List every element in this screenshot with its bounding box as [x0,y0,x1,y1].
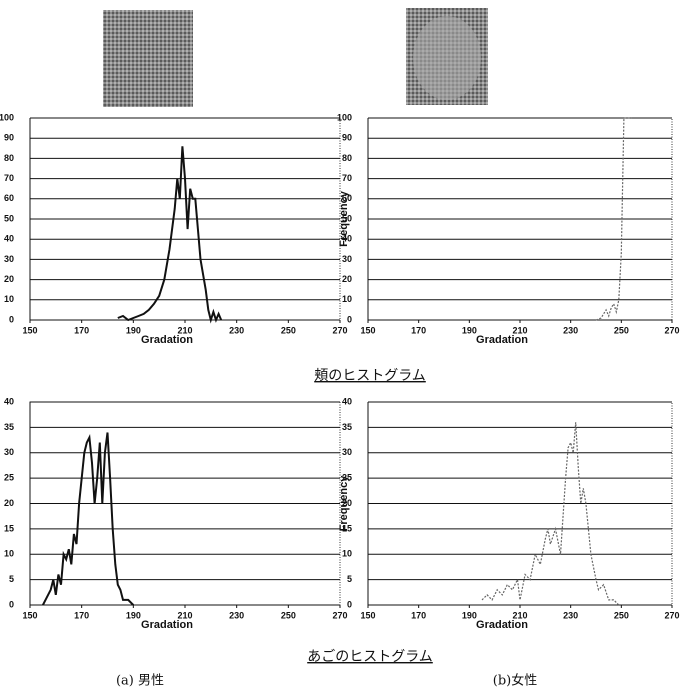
y-tick-label: 0 [347,314,352,324]
y-tick-label: 50 [4,213,14,223]
x-tick-label: 250 [614,610,629,620]
x-tick-label: 210 [177,610,192,620]
histogram-line [117,146,223,324]
y-tick-label: 40 [342,396,352,406]
x-tick-label: 210 [177,325,192,335]
y-tick-label: 30 [342,447,352,457]
x-tick-label: 230 [229,325,244,335]
x-tick-label: 230 [229,610,244,620]
y-tick-label: 20 [4,274,14,284]
x-tick-label: 210 [512,325,527,335]
y-tick-label: 10 [4,549,14,559]
histogram-line [481,422,620,606]
x-tick-label: 270 [664,325,679,335]
x-tick-label: 170 [74,610,89,620]
x-tick-label: 230 [563,610,578,620]
y-tick-label: 90 [342,133,352,143]
face-image [103,10,193,107]
x-tick-label: 230 [563,325,578,335]
y-tick-label: 60 [342,193,352,203]
y-tick-label: 80 [4,153,14,163]
y-tick-label: 70 [4,173,14,183]
x-tick-label: 190 [462,325,477,335]
y-tick-label: 20 [4,498,14,508]
x-tick-label: 150 [22,610,37,620]
y-tick-label: 10 [342,549,352,559]
y-tick-label: 15 [342,523,352,533]
x-tick-label: 270 [664,610,679,620]
y-tick-label: 35 [4,422,14,432]
y-tick-label: 10 [4,294,14,304]
x-axis-label: Gradation [141,619,193,631]
y-tick-label: 10 [342,294,352,304]
x-tick-label: 170 [411,325,426,335]
y-tick-label: 25 [342,473,352,483]
x-tick-label: 250 [281,610,296,620]
x-tick-label: 190 [462,610,477,620]
y-axis-label: Frequency [338,475,350,532]
x-tick-label: 190 [126,610,141,620]
x-axis-label: Gradation [476,619,528,631]
subcaption: (b)女性 [493,673,537,689]
y-tick-label: 0 [9,599,14,609]
y-tick-label: 40 [342,234,352,244]
y-tick-label: 80 [342,153,352,163]
y-tick-label: 25 [4,473,14,483]
caption: あごのヒストグラム [307,649,433,665]
x-axis-label: Gradation [476,334,528,346]
x-tick-label: 150 [360,325,375,335]
y-tick-label: 5 [9,574,14,584]
y-tick-label: 20 [342,498,352,508]
x-tick-label: 190 [126,325,141,335]
x-tick-label: 170 [74,325,89,335]
y-tick-label: 70 [342,173,352,183]
y-tick-label: 40 [4,234,14,244]
y-tick-label: 0 [347,599,352,609]
x-tick-label: 150 [360,610,375,620]
y-tick-label: 5 [347,574,352,584]
x-tick-label: 170 [411,610,426,620]
histogram-line [42,432,135,606]
y-tick-label: 100 [337,112,352,122]
y-tick-label: 30 [4,447,14,457]
y-tick-label: 30 [342,254,352,264]
y-tick-label: 30 [4,254,14,264]
subcaption: (a) 男性 [116,674,164,689]
y-tick-label: 90 [4,133,14,143]
x-tick-label: 150 [22,325,37,335]
y-tick-label: 50 [342,213,352,223]
x-tick-label: 210 [512,610,527,620]
y-tick-label: 15 [4,523,14,533]
y-tick-label: 100 [0,112,14,122]
x-tick-label: 250 [281,325,296,335]
x-tick-label: 250 [614,325,629,335]
y-tick-label: 35 [342,422,352,432]
x-axis-label: Gradation [141,334,193,346]
y-tick-label: 20 [342,274,352,284]
face-shape [413,16,481,100]
y-tick-label: 40 [4,396,14,406]
x-tick-label: 270 [332,610,347,620]
histogram-line [595,117,632,321]
y-axis-label: Frequency [338,190,350,247]
caption: 頬のヒストグラム [314,368,426,384]
y-tick-label: 60 [4,193,14,203]
y-tick-label: 0 [9,314,14,324]
x-tick-label: 270 [332,325,347,335]
